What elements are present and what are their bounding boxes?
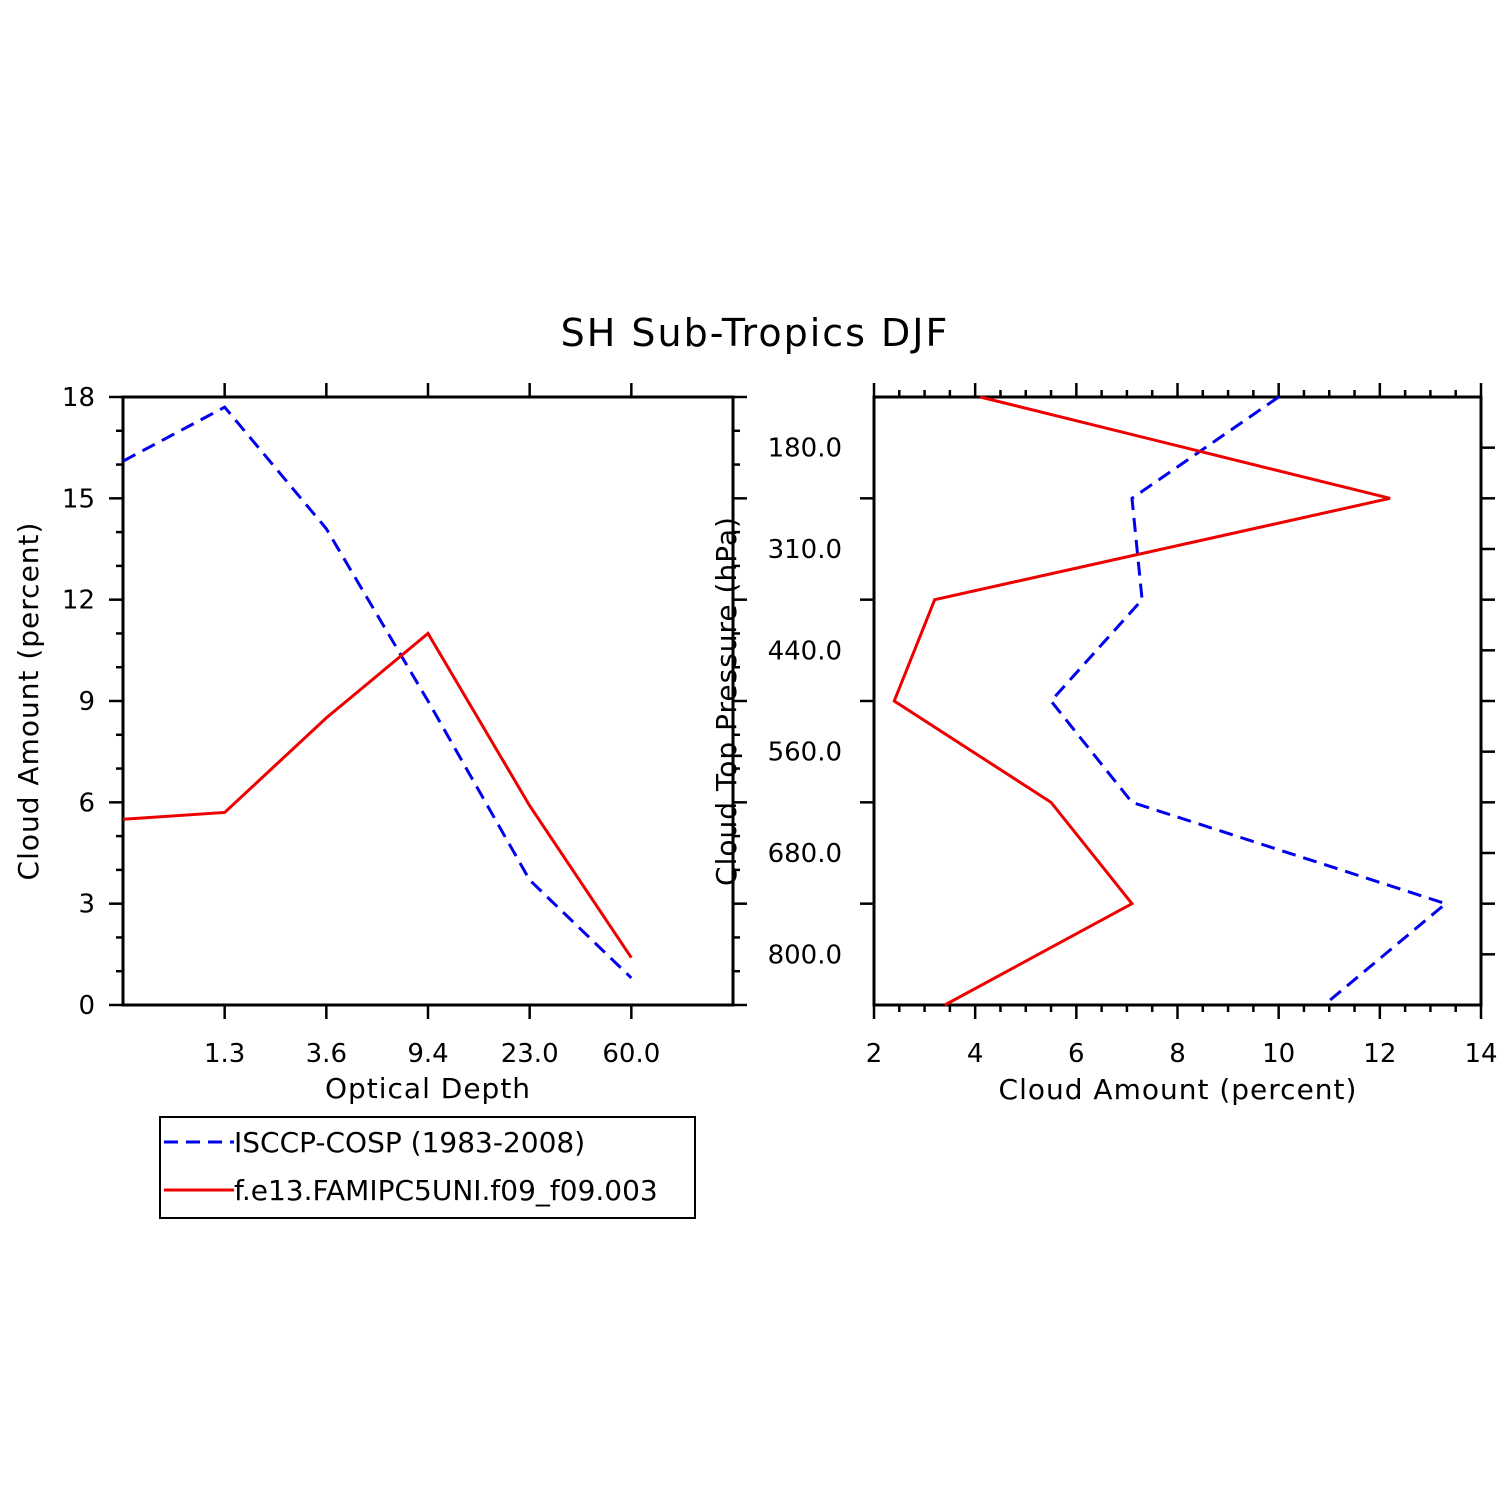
left-x-tick-label: 60.0 [602,1039,660,1069]
left-y-tick-label: 3 [78,890,95,920]
right-x-axis-label: Cloud Amount (percent) [999,1073,1358,1106]
left-y-tick-label: 12 [62,586,95,616]
right-x-tick-label: 12 [1363,1039,1396,1069]
left-ticks: 0 3 6 9 12 15 18 1.3 3.6 9.4 23.0 60.0 [62,383,747,1069]
right-y-axis-label: Cloud Top Pressure (hPa) [710,516,743,886]
right-panel: 2 4 6 8 10 12 14 180.0 310.0 440.0 560.0 680.0 800.0… [710,383,1498,1106]
left-y-tick-label: 0 [78,991,95,1021]
left-x-tick-label: 1.3 [204,1039,245,1069]
left-x-tick-label: 3.6 [306,1039,347,1069]
right-x-tick-label: 8 [1169,1039,1186,1069]
right-y-tick-label: 800.0 [768,940,842,970]
legend-box [159,1116,696,1219]
left-panel: 0 3 6 9 12 15 18 1.3 3.6 9.4 23.0 60.0 Optical Dept… [12,383,747,1105]
left-series [122,405,633,980]
left-y-tick-label: 18 [62,383,95,413]
right-plot-frame [872,395,1483,1007]
right-x-tick-label: 14 [1464,1039,1497,1069]
legend-label-obs: ISCCP-COSP (1983-2008) [234,1126,585,1159]
right-y-tick-label: 440.0 [768,636,842,666]
right-series-isccp-line [1049,395,1449,1007]
left-y-tick-label: 9 [78,687,95,717]
right-series [892,395,1449,1007]
right-x-tick-label: 2 [866,1039,883,1069]
right-y-tick-label: 180.0 [768,434,842,464]
left-x-tick-label: 23.0 [501,1039,559,1069]
right-y-tick-label: 680.0 [768,839,842,869]
left-y-axis-label: Cloud Amount (percent) [12,522,45,881]
right-y-tick-label: 310.0 [768,535,842,565]
right-y-tick-label: 560.0 [768,738,842,768]
right-x-tick-label: 6 [1068,1039,1085,1069]
chart-title: SH Sub-Tropics DJF [561,311,950,355]
left-x-tick-label: 9.4 [407,1039,448,1069]
right-x-tick-label: 10 [1262,1039,1295,1069]
right-x-tick-label: 4 [967,1039,984,1069]
left-y-tick-label: 15 [62,484,95,514]
left-x-axis-label: Optical Depth [325,1072,531,1105]
right-ticks: 2 4 6 8 10 12 14 180.0 310.0 440.0 560.0 680.0 800.0 [768,383,1498,1069]
left-series-model-line [122,631,633,959]
right-series-model-line [892,395,1391,1007]
left-y-tick-label: 6 [78,788,95,818]
legend: ISCCP-COSP (1983-2008) f.e13.FAMIPC5UNI.… [159,1116,696,1219]
legend-label-model: f.e13.FAMIPC5UNI.f09_f09.003 [234,1174,658,1207]
left-series-isccp-line [122,405,633,980]
